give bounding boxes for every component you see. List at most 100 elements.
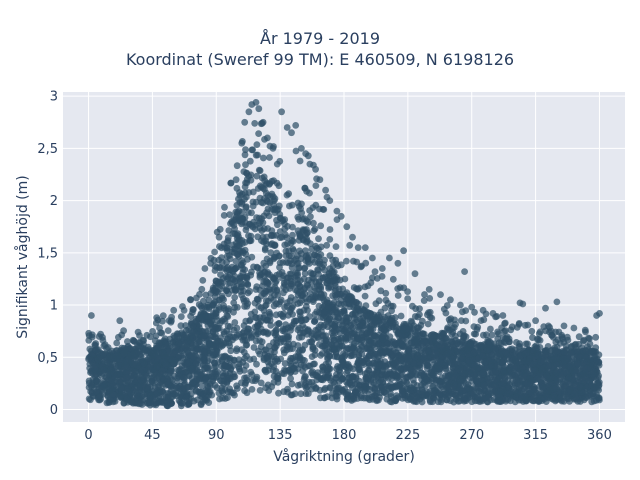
data-point [279,216,287,224]
data-point [402,325,410,333]
data-point [149,328,157,335]
data-point [147,333,154,341]
data-point [344,361,352,368]
data-point [261,195,268,202]
data-point [190,397,198,405]
data-point [224,388,232,396]
data-point [372,300,380,308]
data-point [421,291,428,298]
data-point [301,184,309,192]
data-point [256,387,264,394]
data-point [589,367,597,375]
data-point [538,366,546,373]
data-point [498,348,506,356]
data-point [362,394,370,402]
data-point [201,365,209,372]
data-point [271,344,278,351]
data-point [428,314,436,322]
data-point [297,308,304,316]
data-point [287,277,295,285]
data-point [145,363,153,371]
data-point [123,374,131,381]
data-point [306,240,314,248]
data-point [488,331,496,339]
data-point [367,347,374,354]
data-point [378,371,386,378]
data-point [258,338,266,346]
data-point [91,372,99,380]
data-point [433,350,440,358]
data-point [317,394,324,402]
data-point [450,380,458,387]
data-point [261,367,269,374]
data-point [144,384,151,392]
data-point [294,259,302,267]
data-point [295,203,303,210]
data-point [216,395,223,403]
data-point [207,254,215,262]
data-point [138,366,146,374]
data-point [549,362,557,370]
data-point [238,200,246,208]
data-point [578,388,585,396]
data-point [289,311,296,318]
data-point [258,183,265,191]
data-point [369,395,377,403]
data-point [179,400,186,407]
data-point [436,358,444,366]
chart-title: År 1979 - 2019 [260,29,380,48]
data-point [253,360,260,368]
data-point [264,205,272,213]
data-point [237,273,245,280]
data-point [442,377,449,385]
data-point [249,188,257,196]
data-point [423,388,431,396]
data-point [233,201,241,209]
data-point [225,305,233,313]
data-point [223,285,231,293]
data-point [353,258,361,266]
data-point [536,389,543,396]
data-point [165,317,173,324]
data-point [531,367,539,374]
data-point [381,304,389,312]
data-point [288,380,296,388]
data-point [275,389,282,397]
data-point [377,376,385,384]
data-point [330,379,338,386]
data-point [99,333,106,341]
data-point [281,328,289,335]
data-point [497,340,505,347]
data-point [289,223,296,231]
data-point [339,285,347,293]
data-point [383,395,391,403]
data-point [199,277,207,284]
data-point [501,319,509,327]
data-point [309,368,316,376]
data-point [461,370,469,377]
data-point [255,130,262,138]
data-point [230,308,237,316]
data-point [223,312,231,320]
data-point [311,225,319,233]
data-point [312,182,320,190]
data-point [215,324,223,332]
data-point [241,387,249,395]
data-point [363,369,371,377]
data-point [290,247,297,254]
data-point [533,335,541,343]
data-point [394,383,402,390]
data-point [212,277,220,285]
data-point [410,376,417,384]
data-point [86,360,94,368]
data-point [216,296,224,304]
data-point [255,296,262,304]
data-point [543,372,551,380]
data-point [542,351,550,359]
data-point [504,396,512,403]
data-point [378,273,386,280]
data-point [251,120,259,127]
data-point [216,243,223,250]
